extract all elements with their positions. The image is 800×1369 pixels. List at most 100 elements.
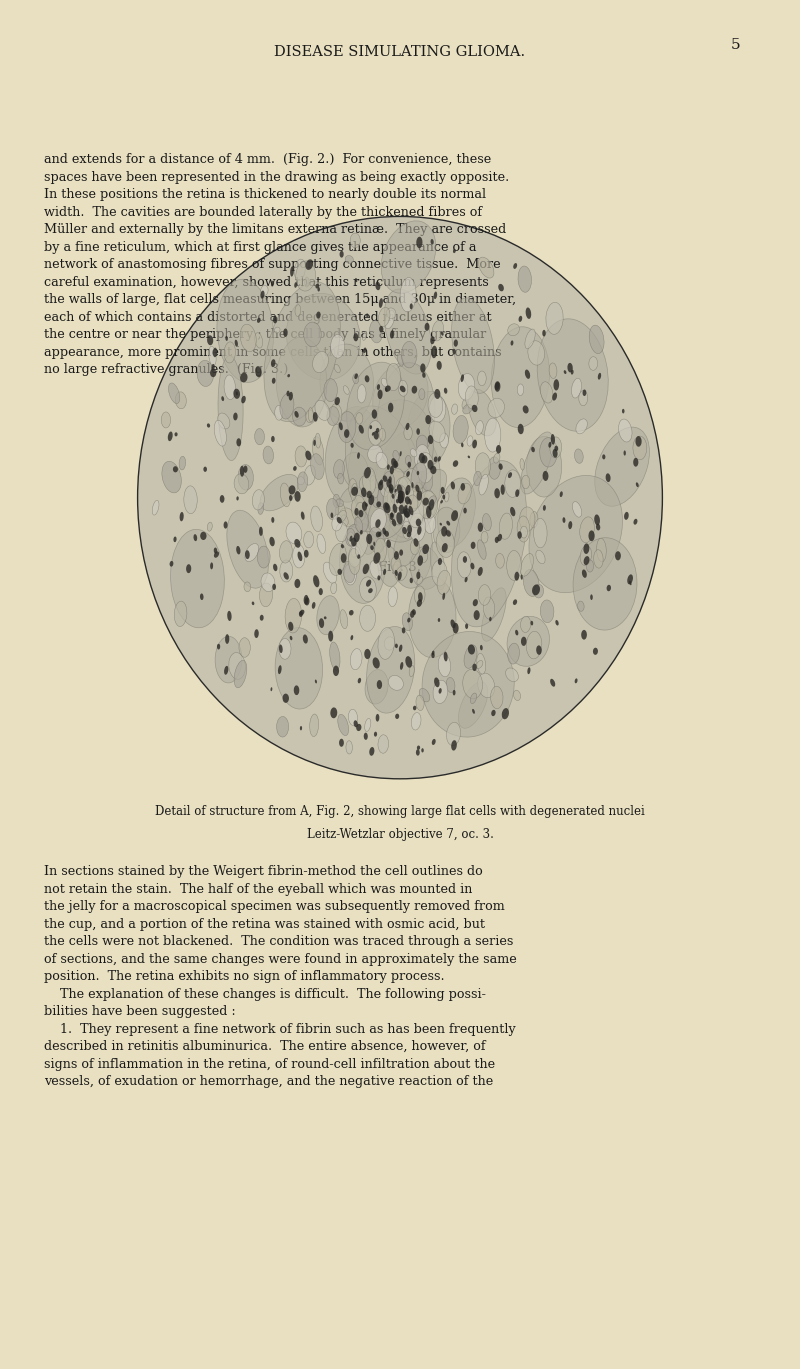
Ellipse shape	[376, 531, 381, 538]
Ellipse shape	[554, 446, 558, 452]
Ellipse shape	[351, 496, 366, 522]
Ellipse shape	[274, 327, 280, 333]
Ellipse shape	[245, 550, 250, 559]
Ellipse shape	[518, 266, 531, 292]
Ellipse shape	[478, 674, 494, 698]
Ellipse shape	[442, 494, 446, 500]
Ellipse shape	[542, 330, 546, 337]
Ellipse shape	[451, 511, 458, 522]
Ellipse shape	[461, 483, 465, 490]
Ellipse shape	[522, 475, 530, 489]
Ellipse shape	[342, 515, 348, 526]
Ellipse shape	[213, 348, 218, 357]
Ellipse shape	[350, 649, 362, 669]
Ellipse shape	[437, 361, 442, 370]
Ellipse shape	[470, 693, 477, 704]
Ellipse shape	[174, 537, 177, 542]
Ellipse shape	[408, 498, 412, 505]
Ellipse shape	[527, 667, 530, 674]
Ellipse shape	[479, 474, 488, 496]
Ellipse shape	[467, 435, 473, 446]
Ellipse shape	[470, 563, 474, 570]
Ellipse shape	[518, 316, 522, 322]
Ellipse shape	[396, 512, 402, 524]
Ellipse shape	[422, 455, 427, 464]
Ellipse shape	[282, 694, 289, 702]
Ellipse shape	[398, 381, 408, 396]
Ellipse shape	[453, 415, 468, 444]
Ellipse shape	[349, 479, 358, 498]
Ellipse shape	[374, 552, 381, 564]
Ellipse shape	[401, 490, 410, 502]
Ellipse shape	[562, 517, 566, 523]
Ellipse shape	[355, 502, 364, 517]
Ellipse shape	[200, 531, 206, 539]
Ellipse shape	[376, 501, 381, 508]
Ellipse shape	[576, 419, 587, 434]
Ellipse shape	[399, 452, 402, 456]
Ellipse shape	[542, 471, 549, 481]
Ellipse shape	[531, 446, 535, 452]
Ellipse shape	[263, 446, 274, 464]
Ellipse shape	[359, 576, 376, 602]
Ellipse shape	[417, 576, 423, 585]
Ellipse shape	[374, 731, 377, 737]
Ellipse shape	[280, 393, 294, 419]
Ellipse shape	[400, 278, 416, 312]
Ellipse shape	[361, 487, 366, 497]
Ellipse shape	[211, 364, 214, 371]
Ellipse shape	[432, 650, 434, 656]
Ellipse shape	[520, 459, 525, 470]
Ellipse shape	[589, 357, 598, 371]
Ellipse shape	[398, 493, 403, 504]
Ellipse shape	[526, 631, 542, 658]
Ellipse shape	[526, 308, 531, 319]
Ellipse shape	[581, 630, 587, 639]
Ellipse shape	[594, 515, 600, 526]
Ellipse shape	[567, 363, 573, 372]
Ellipse shape	[304, 322, 322, 346]
Ellipse shape	[387, 487, 397, 502]
Ellipse shape	[174, 601, 187, 627]
Ellipse shape	[356, 724, 362, 731]
Ellipse shape	[402, 627, 406, 634]
Ellipse shape	[399, 549, 403, 556]
Ellipse shape	[421, 468, 433, 491]
Ellipse shape	[416, 519, 421, 527]
Ellipse shape	[369, 527, 384, 553]
Ellipse shape	[324, 616, 326, 619]
Ellipse shape	[394, 507, 405, 524]
Ellipse shape	[473, 600, 478, 606]
Ellipse shape	[417, 490, 422, 501]
Ellipse shape	[349, 549, 360, 575]
Ellipse shape	[582, 389, 586, 396]
Ellipse shape	[289, 485, 295, 494]
Ellipse shape	[354, 333, 358, 341]
Ellipse shape	[391, 459, 398, 468]
Ellipse shape	[303, 634, 308, 643]
Ellipse shape	[394, 552, 399, 560]
Ellipse shape	[346, 363, 404, 450]
Ellipse shape	[401, 497, 404, 502]
Ellipse shape	[540, 438, 558, 467]
Ellipse shape	[589, 530, 594, 541]
Ellipse shape	[528, 341, 545, 366]
Ellipse shape	[384, 637, 395, 650]
Ellipse shape	[356, 511, 368, 534]
Ellipse shape	[260, 615, 264, 620]
Ellipse shape	[430, 465, 437, 474]
Ellipse shape	[464, 645, 477, 668]
Ellipse shape	[374, 538, 386, 563]
Ellipse shape	[438, 617, 440, 622]
Ellipse shape	[402, 527, 407, 534]
Ellipse shape	[217, 643, 220, 649]
Ellipse shape	[465, 623, 468, 628]
Ellipse shape	[583, 543, 590, 554]
Ellipse shape	[409, 665, 414, 676]
Ellipse shape	[572, 501, 582, 517]
Ellipse shape	[366, 490, 372, 498]
Ellipse shape	[375, 519, 381, 528]
Ellipse shape	[618, 419, 632, 442]
Ellipse shape	[431, 346, 437, 359]
Ellipse shape	[394, 489, 397, 493]
